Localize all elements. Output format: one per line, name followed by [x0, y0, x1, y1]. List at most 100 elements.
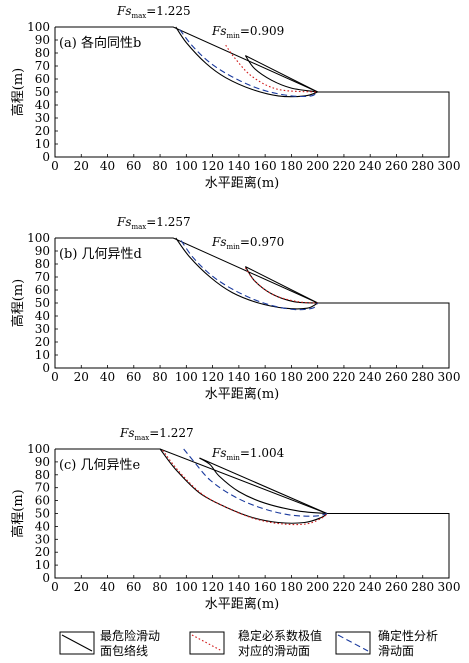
y-tick-label: 90 [35, 455, 50, 469]
panel-label: (c) 几何异性e [59, 457, 141, 473]
y-tick-label: 90 [35, 33, 50, 47]
x-tick-label: 40 [100, 580, 115, 594]
x-tick-label: 140 [227, 370, 250, 384]
x-tick-label: 140 [227, 580, 250, 594]
y-tick-label: 20 [35, 335, 50, 349]
fs-value: =0.970 [240, 235, 284, 249]
x-tick-label: 60 [126, 370, 141, 384]
x-tick-label: 100 [175, 159, 198, 173]
y-tick-label: 80 [35, 468, 50, 482]
x-tick-label: 180 [280, 159, 303, 173]
x-tick-label: 40 [100, 370, 115, 384]
legend-swatch-box [335, 631, 371, 655]
x-axis-label: 水平距离(m) [205, 596, 279, 612]
x-tick-label: 260 [385, 370, 408, 384]
fs-value: =1.227 [149, 426, 193, 440]
slip-surface-envelope [199, 457, 328, 515]
x-tick-label: 40 [100, 159, 115, 173]
slip-surface-dotted [162, 449, 328, 526]
fs-symbol: Fs [116, 4, 131, 18]
slip-surface-envelope [199, 457, 327, 515]
y-tick-label: 90 [35, 244, 50, 258]
fs-subscript: max [131, 12, 146, 20]
legend-label: 确定性分析 [378, 628, 438, 643]
legend-swatch-box [59, 631, 95, 655]
legend-label: 面包络线 [100, 643, 148, 658]
x-tick-label: 280 [411, 580, 434, 594]
y-tick-label: 40 [35, 98, 50, 112]
y-tick-label: 0 [42, 571, 50, 585]
fs-symbol: Fs [116, 215, 131, 229]
legend-label: 滑动面 [378, 644, 414, 658]
y-tick-label: 30 [35, 111, 50, 125]
y-tick-label: 100 [27, 442, 50, 456]
y-tick-label: 20 [35, 545, 50, 559]
x-tick-label: 240 [359, 159, 382, 173]
y-tick-label: 60 [35, 494, 50, 508]
fs-max-label: Fsmax=1.257 [116, 215, 191, 231]
y-tick-label: 0 [42, 361, 50, 375]
y-axis-label: 高程(m) [10, 68, 26, 116]
slip-surface-envelope [159, 448, 328, 524]
chart-panel-2: 0 20 40 60 80 100 120 140 160 180 200 220 240 260 280 3… [10, 215, 460, 402]
y-tick-label: 30 [35, 322, 50, 336]
legend-swatch-box [189, 631, 225, 655]
x-tick-label: 120 [201, 580, 224, 594]
slope-profile [54, 26, 450, 158]
slip-surface-envelope [175, 237, 318, 310]
x-tick-label: 80 [152, 580, 167, 594]
fs-value: =1.225 [146, 4, 190, 18]
x-tick-label: 300 [438, 580, 461, 594]
x-tick-label: 140 [227, 159, 250, 173]
fs-symbol: Fs [119, 426, 134, 440]
y-tick-label: 10 [35, 558, 50, 572]
fs-subscript: min [226, 454, 240, 462]
y-tick-label: 40 [35, 309, 50, 323]
x-tick-label: 20 [74, 580, 89, 594]
x-tick-label: 240 [359, 580, 382, 594]
slip-surface-dashed [180, 240, 319, 311]
fs-max-label: Fsmax=1.225 [116, 4, 191, 20]
chart-panel-1: 0 20 40 60 80 100 120 140 160 180 200 220 240 260 280 3… [10, 4, 460, 191]
legend-swatch-line [191, 634, 223, 652]
x-tick-label: 300 [438, 370, 461, 384]
y-tick-label: 20 [35, 124, 50, 138]
legend-swatch-line [337, 634, 369, 652]
x-tick-label: 160 [254, 580, 277, 594]
fs-subscript: max [131, 223, 146, 231]
slip-surface-dotted [244, 267, 318, 304]
y-tick-label: 10 [35, 348, 50, 362]
x-tick-label: 260 [385, 159, 408, 173]
x-tick-label: 260 [385, 580, 408, 594]
y-tick-label: 50 [35, 507, 50, 521]
legend-swatch-line [61, 634, 93, 652]
fs-symbol: Fs [211, 446, 226, 460]
fs-min-label: Fsmin=0.909 [211, 24, 284, 40]
x-tick-label: 0 [51, 580, 59, 594]
panel-label: (a) 各向同性b [59, 35, 141, 51]
x-tick-label: 80 [152, 159, 167, 173]
fs-subscript: min [226, 243, 240, 251]
x-tick-label: 240 [359, 370, 382, 384]
x-tick-label: 80 [152, 370, 167, 384]
x-tick-label: 100 [175, 580, 198, 594]
x-tick-label: 20 [74, 159, 89, 173]
y-tick-label: 70 [35, 270, 50, 284]
x-tick-label: 60 [126, 580, 141, 594]
x-tick-label: 20 [74, 370, 89, 384]
x-tick-label: 180 [280, 580, 303, 594]
x-tick-label: 100 [175, 370, 198, 384]
fs-symbol: Fs [211, 235, 226, 249]
fs-min-label: Fsmin=1.004 [211, 446, 285, 462]
legend-label: 最危险滑动 [100, 628, 160, 643]
slip-surface-envelope [245, 266, 318, 304]
x-tick-label: 60 [126, 159, 141, 173]
x-tick-label: 220 [332, 370, 355, 384]
x-tick-label: 300 [438, 159, 461, 173]
y-tick-label: 60 [35, 283, 50, 297]
